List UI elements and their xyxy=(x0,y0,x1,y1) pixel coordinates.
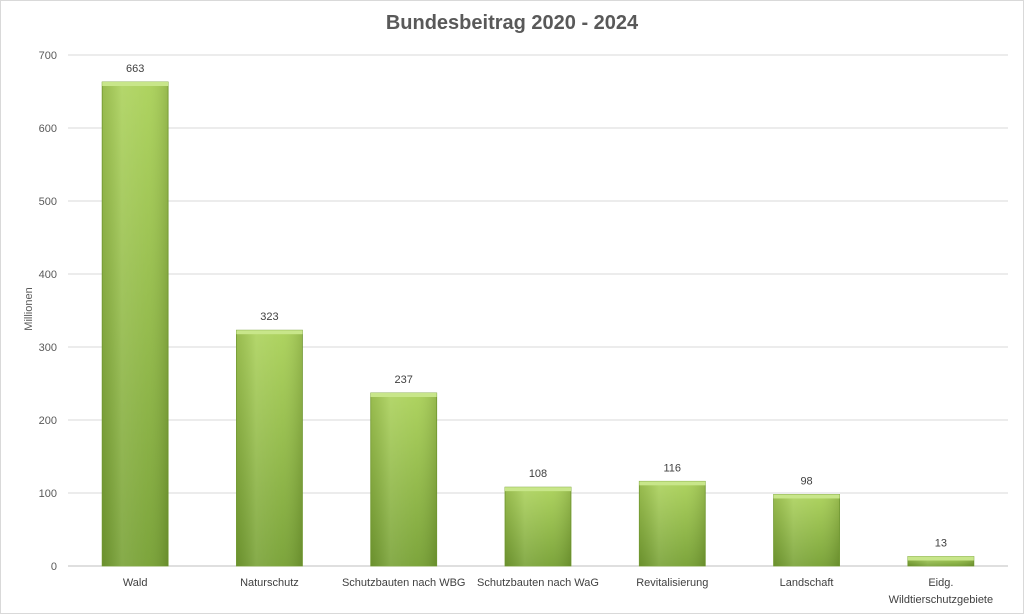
y-tick-label: 400 xyxy=(39,269,57,281)
y-tick-label: 300 xyxy=(39,342,57,354)
bar-top-edge xyxy=(102,82,169,87)
x-tick-label: Revitalisierung xyxy=(636,577,708,589)
x-tick-label: Wildtierschutzgebiete xyxy=(889,594,994,606)
data-label: 13 xyxy=(935,538,947,550)
y-tick-label: 600 xyxy=(39,123,57,135)
y-tick-label: 700 xyxy=(39,50,57,62)
gridlines xyxy=(68,54,1008,567)
y-axis-ticks: 0 100 200 300 400 500 600 700 xyxy=(39,50,57,573)
bar-shading xyxy=(370,392,437,566)
bar-shading xyxy=(773,494,840,566)
x-tick-label: Wald xyxy=(123,577,148,589)
y-tick-label: 100 xyxy=(39,488,57,500)
y-tick-label: 0 xyxy=(51,561,57,573)
x-tick-label: Schutzbauten nach WBG xyxy=(342,577,466,589)
data-label: 108 xyxy=(529,468,547,480)
bar-shading xyxy=(505,487,571,566)
bar-top-edge xyxy=(773,494,840,499)
x-tick-label: Schutzbauten nach WaG xyxy=(477,577,599,589)
bar-shading xyxy=(907,556,974,566)
data-label: 98 xyxy=(800,475,812,487)
x-tick-label: Landschaft xyxy=(780,577,834,589)
y-tick-label: 500 xyxy=(39,196,57,208)
data-label: 237 xyxy=(395,374,413,386)
x-axis-labels: Wald Naturschutz Schutzbauten nach WBG Schu… xyxy=(123,577,993,606)
x-tick-label: Eidg. xyxy=(928,577,953,589)
bar-shading xyxy=(102,82,169,566)
data-label: 663 xyxy=(126,63,144,75)
bar-top-edge xyxy=(505,487,571,492)
bar-top-edge xyxy=(370,392,437,397)
data-label: 323 xyxy=(260,311,278,323)
bar-shading xyxy=(639,481,706,566)
chart-title: Bundesbeitrag 2020 - 2024 xyxy=(385,12,639,34)
x-tick-label: Naturschutz xyxy=(240,577,299,589)
bar-shading xyxy=(236,330,303,566)
bar-top-edge xyxy=(907,556,974,561)
bars: 663 323 237 108 116 98 13 xyxy=(101,63,975,567)
bar-top-edge xyxy=(639,481,706,486)
y-tick-label: 200 xyxy=(39,415,57,427)
data-label: 116 xyxy=(664,462,682,474)
bar-top-edge xyxy=(236,330,303,335)
